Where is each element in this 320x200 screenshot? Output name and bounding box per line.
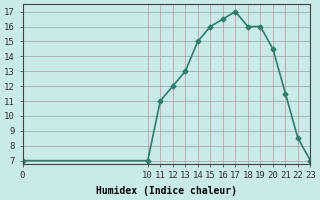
X-axis label: Humidex (Indice chaleur): Humidex (Indice chaleur) xyxy=(96,186,237,196)
